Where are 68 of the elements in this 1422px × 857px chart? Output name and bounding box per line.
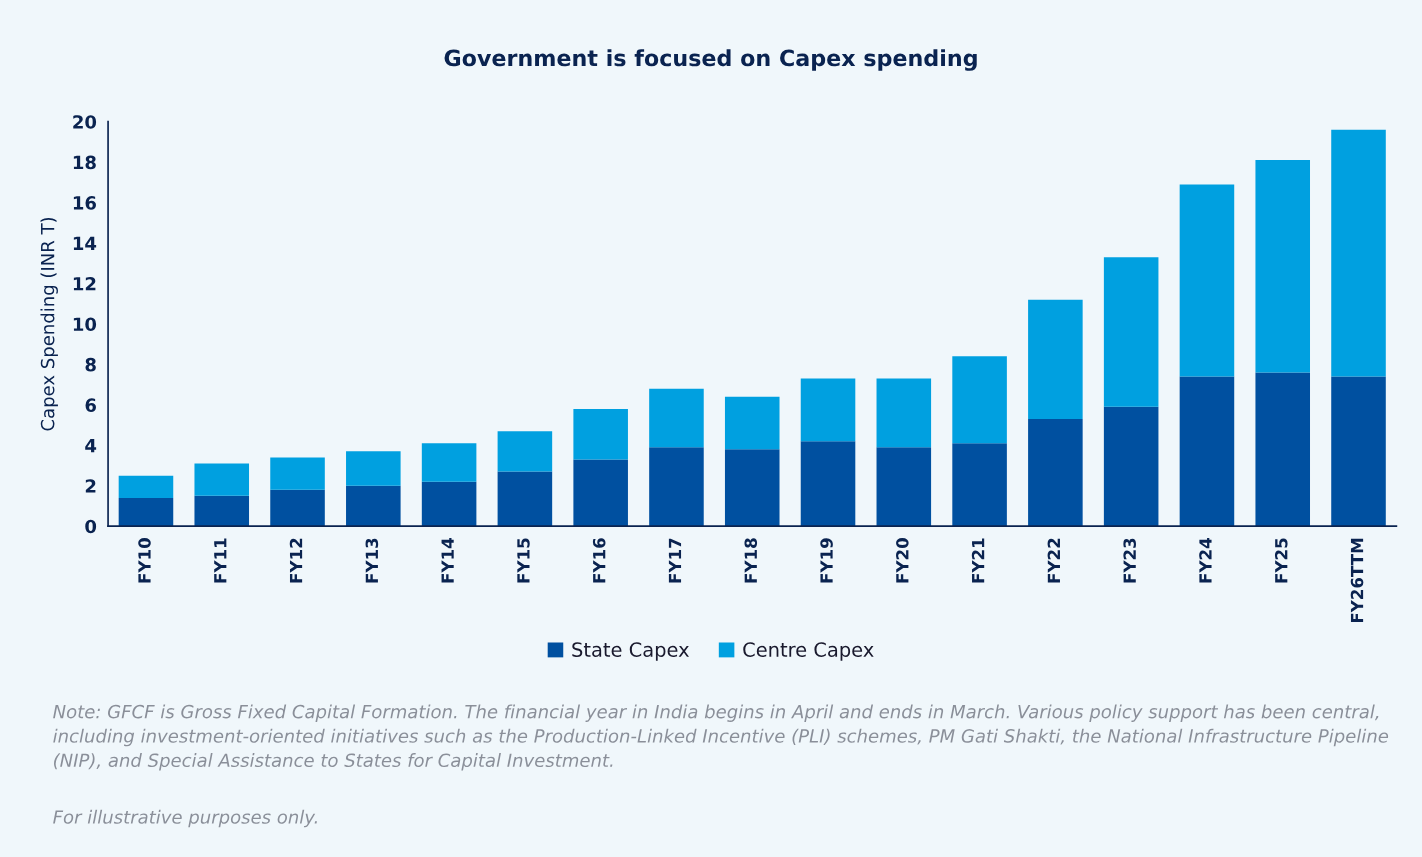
bar	[346, 485, 401, 527]
y-tick-label: 14	[73, 236, 97, 250]
bar	[421, 443, 477, 482]
x-tick-label: FY14	[441, 538, 454, 583]
x-tick-label: FY23	[1123, 538, 1136, 583]
bar	[800, 441, 856, 527]
x-tick-label: FY25	[1274, 538, 1288, 583]
x-tick-label: FY21	[971, 538, 985, 583]
bar	[649, 388, 704, 448]
bar	[724, 449, 780, 527]
y-tick-label: 8	[85, 357, 96, 372]
bar	[1179, 376, 1235, 527]
bar	[270, 489, 325, 527]
y-tick-label: 10	[73, 317, 97, 332]
bar	[1028, 299, 1083, 419]
bar	[1103, 406, 1159, 527]
bar	[497, 431, 553, 472]
bar	[346, 451, 401, 486]
y-tick-label: 16	[73, 196, 96, 210]
bar	[876, 447, 932, 527]
legend-label: State Capex	[572, 642, 690, 661]
x-tick-label: FY19	[820, 538, 833, 583]
text: Note: GFCF is Gross Fixed Capital Formation. The financial year in India begins in April and ends in March. Various policy support has been central, including investment-oriented initiatives such as the Production-Linked Incentive (PLI) schemes, PM Gati Shakti, the National Infrastructure Pipeline (NIP), and Special Assistance to States for Capital Investment.	[53, 704, 1389, 771]
bar	[1331, 376, 1386, 527]
x-tick-label: FY15	[517, 538, 530, 583]
bar	[194, 495, 250, 527]
x-tick-label: FY16	[592, 538, 606, 583]
y-tick-label: 2	[85, 479, 96, 493]
bar	[118, 475, 174, 498]
y-tick-label: 20	[73, 115, 97, 129]
bar	[194, 463, 250, 496]
bar	[1255, 372, 1311, 527]
bar	[270, 457, 325, 490]
y-tick-label: 0	[85, 519, 97, 534]
x-tick-label: FY20	[896, 538, 909, 583]
x-tick-label: FY13	[365, 538, 379, 583]
y-tick-label: 12	[73, 276, 96, 291]
bar	[649, 447, 704, 527]
bar	[1028, 419, 1083, 527]
bar	[118, 497, 174, 527]
x-tick-label: FY24	[1199, 538, 1212, 583]
bar	[573, 408, 628, 460]
bar	[1179, 184, 1235, 377]
chart-title: Government is focused on Capex spending	[444, 49, 977, 71]
bar	[1255, 160, 1311, 373]
x-tick-label: FY11	[214, 538, 227, 583]
y-tick-label: 6	[85, 398, 96, 412]
x-tick-label: FY26TTM	[1350, 538, 1364, 623]
text: For illustrative purposes only.	[53, 809, 317, 828]
bar	[952, 356, 1007, 444]
x-tick-label: FY12	[289, 538, 303, 583]
y-tick-label: 18	[73, 155, 96, 170]
x-tick-label: FY17	[668, 538, 682, 583]
bar	[952, 443, 1007, 527]
bar	[497, 471, 553, 527]
legend-label: Centre Capex	[743, 642, 874, 661]
y-axis-title: Capex Spending (INR T)	[40, 217, 58, 431]
bar	[724, 396, 780, 450]
bar	[1103, 257, 1159, 407]
bar	[421, 481, 477, 527]
bar	[1331, 129, 1386, 377]
bar	[573, 459, 628, 527]
y-tick-label: 4	[85, 438, 97, 453]
x-tick-label: FY10	[138, 538, 151, 583]
bar	[800, 378, 856, 442]
bar	[876, 378, 932, 448]
x-tick-label: FY22	[1047, 538, 1060, 583]
x-tick-label: FY18	[744, 538, 758, 583]
